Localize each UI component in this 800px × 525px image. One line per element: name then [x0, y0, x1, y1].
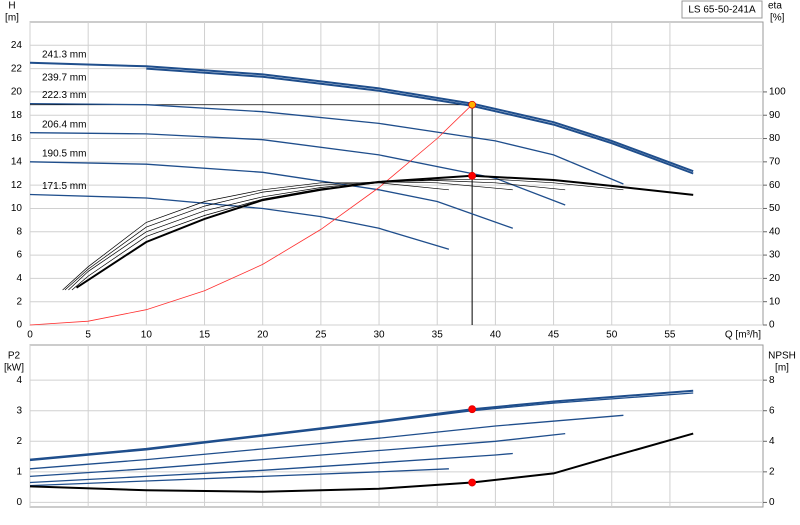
- title-box: [681, 0, 763, 19]
- y2-tick-label: 40: [769, 226, 781, 237]
- curve: [29, 104, 473, 326]
- operating-point: [468, 478, 477, 487]
- curve-label: 239.7 mm: [42, 72, 86, 83]
- x-tick-label: 55: [664, 330, 676, 341]
- curve: [64, 181, 513, 291]
- y-tick-label: 22: [11, 63, 23, 74]
- operating-point: [468, 100, 477, 109]
- x-tick-label: 20: [257, 330, 269, 341]
- y2-tick-label: 0: [769, 497, 775, 508]
- y-axis-label: H: [8, 1, 15, 12]
- y-tick-label: 2: [16, 436, 22, 447]
- y2-axis-unit: [%]: [770, 13, 785, 24]
- curve: [75, 174, 694, 289]
- y2-tick-label: 50: [769, 203, 781, 214]
- x-axis-label: Q [m³/h]: [725, 330, 761, 341]
- x-tick-label: 35: [432, 330, 444, 341]
- y-tick-label: 4: [16, 273, 22, 284]
- y-tick-label: 6: [16, 250, 22, 261]
- y-tick-label: 4: [16, 375, 22, 386]
- x-tick-label: 50: [606, 330, 618, 341]
- y-axis-unit: [kW]: [4, 363, 24, 374]
- curve: [29, 432, 694, 493]
- y-axis-label: P2: [8, 351, 21, 362]
- y-tick-label: 24: [11, 40, 23, 51]
- y2-tick-label: 0: [769, 320, 775, 331]
- y2-tick-label: 100: [769, 87, 786, 98]
- y2-tick-label: 90: [769, 110, 781, 121]
- y2-axis-label: NPSH: [768, 351, 796, 362]
- curve: [29, 392, 694, 462]
- y-tick-label: 0: [16, 320, 22, 331]
- y2-tick-label: 2: [769, 466, 775, 477]
- y2-axis-unit: [m]: [775, 363, 789, 374]
- chart-title: LS 65-50-241A: [688, 5, 756, 16]
- y-tick-label: 0: [16, 497, 22, 508]
- curve: [68, 180, 566, 291]
- curve: [29, 468, 449, 487]
- y2-tick-label: 8: [769, 375, 775, 386]
- y2-tick-label: 30: [769, 250, 781, 261]
- y2-tick-label: 20: [769, 273, 781, 284]
- curve: [29, 432, 566, 478]
- curve-label: 190.5 mm: [42, 148, 86, 159]
- x-tick-label: 5: [85, 330, 91, 341]
- y2-tick-label: 4: [769, 436, 775, 447]
- y2-axis-label: eta: [768, 1, 782, 12]
- curve: [29, 414, 624, 470]
- curve: [71, 178, 624, 291]
- y-tick-label: 14: [11, 156, 23, 167]
- y-tick-label: 8: [16, 226, 22, 237]
- plot-area: [29, 21, 764, 326]
- curve-label: 241.3 mm: [42, 49, 86, 60]
- curve-label: 206.4 mm: [42, 119, 86, 130]
- curve-label: 222.3 mm: [42, 90, 86, 101]
- y-tick-label: 18: [11, 110, 23, 121]
- x-tick-label: 10: [141, 330, 153, 341]
- x-tick-label: 0: [27, 330, 33, 341]
- x-tick-label: 30: [373, 330, 385, 341]
- plot-area: [29, 344, 764, 508]
- y-tick-label: 20: [11, 87, 23, 98]
- y-tick-label: 2: [16, 296, 22, 307]
- operating-point: [468, 171, 477, 180]
- curve: [29, 452, 513, 484]
- y-tick-label: 10: [11, 203, 23, 214]
- curve: [29, 193, 450, 250]
- y2-tick-label: 80: [769, 133, 781, 144]
- y-tick-label: 1: [16, 466, 22, 477]
- curve: [29, 132, 566, 206]
- curve: [29, 102, 624, 185]
- x-tick-label: 15: [199, 330, 211, 341]
- x-tick-label: 40: [490, 330, 502, 341]
- operating-point: [468, 405, 477, 414]
- curve-label: 171.5 mm: [42, 181, 86, 192]
- curve: [29, 161, 514, 229]
- curve: [29, 61, 694, 173]
- y-tick-label: 12: [11, 180, 23, 191]
- y2-tick-label: 70: [769, 156, 781, 167]
- x-tick-label: 25: [315, 330, 327, 341]
- y2-tick-label: 10: [769, 296, 781, 307]
- curve: [29, 389, 694, 461]
- y-axis-unit: [m]: [5, 13, 19, 24]
- y-tick-label: 16: [11, 133, 23, 144]
- y-tick-label: 3: [16, 405, 22, 416]
- x-tick-label: 45: [548, 330, 560, 341]
- y2-tick-label: 60: [769, 180, 781, 191]
- y2-tick-label: 6: [769, 405, 775, 416]
